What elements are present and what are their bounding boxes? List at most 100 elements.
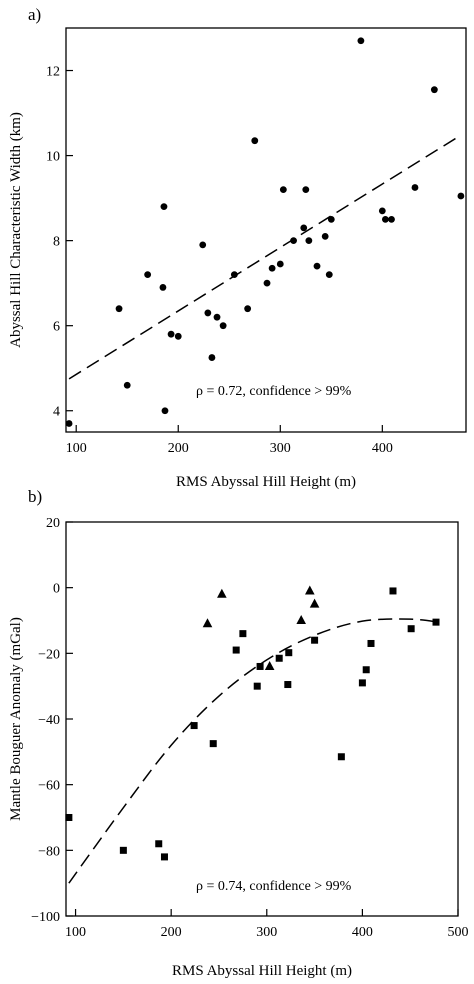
panel-a-point-circle: [430, 86, 438, 94]
panel-b-point-triangle: [264, 660, 275, 670]
panel-b-ytick-label: 0: [53, 582, 60, 597]
panel-a-point-circle: [174, 332, 182, 340]
panel-b-point-square: [256, 662, 264, 670]
panel-b-point-square: [389, 587, 397, 595]
panel-a-point-circle: [321, 232, 329, 240]
panel-b-point-square: [311, 636, 319, 644]
panel-b-point-square: [362, 666, 370, 674]
panel-a-point-circle: [65, 420, 73, 427]
panel-a-label: a): [28, 5, 41, 24]
panel-a-point-circle: [213, 313, 221, 321]
panel-b-point-square: [155, 840, 163, 848]
panel-a-point-circle: [327, 215, 335, 223]
panel-b-xtick-label: 200: [161, 925, 182, 940]
panel-b-point-triangle: [296, 615, 306, 624]
panel-b-point-square: [65, 814, 73, 821]
panel-b-y-axis: −100 −80 −60 −40 −20 0 20: [31, 516, 73, 925]
panel-a-xtick-label: 400: [372, 441, 393, 456]
panel-b-point-square: [119, 846, 127, 854]
panel-a-point-circle: [305, 237, 313, 245]
panel-b-xtick-label: 300: [256, 925, 277, 940]
panel-b-point-square: [337, 753, 345, 761]
panel-a-point-circle: [230, 271, 238, 279]
panel-b-x-axis: 100 200 300 400 500: [65, 909, 469, 940]
panel-b-ytick-label: −100: [31, 910, 60, 925]
panel-b-ytick-label: −60: [38, 779, 60, 794]
panel-a-ytick-label: 8: [53, 235, 60, 250]
panel-b-point-square: [232, 646, 240, 654]
panel-b-ytick-label: −40: [38, 713, 60, 728]
panel-b-point-square: [407, 625, 415, 633]
panel-b-points: [65, 585, 440, 861]
panel-a-point-circle: [123, 381, 131, 389]
panel-a-ytick-label: 4: [53, 405, 60, 420]
panel-a-point-circle: [115, 305, 123, 313]
panel-a-point-circle: [411, 184, 419, 191]
panel-a-point-circle: [388, 215, 395, 223]
panel-a-ytick-label: 12: [46, 65, 60, 80]
panel-b-point-triangle: [217, 588, 227, 598]
panel-a-annotation: ρ = 0.72, confidence > 99%: [196, 384, 352, 399]
panel-a-point-circle: [263, 279, 271, 287]
panel-a-point-circle: [251, 137, 259, 145]
panel-b-fit-curve: [68, 618, 439, 884]
panel-b-point-square: [358, 679, 366, 687]
panel-b-xlabel: RMS Abyssal Hill Height (m): [172, 963, 352, 979]
panel-b-annotation: ρ = 0.74, confidence > 99%: [196, 879, 352, 894]
panel-b-ytick-label: −20: [38, 647, 60, 662]
panel-a-point-circle: [244, 305, 252, 313]
panel-b-point-square: [253, 682, 261, 690]
panel-a-point-circle: [204, 309, 212, 317]
panel-b-label: b): [28, 487, 42, 506]
panel-b-frame: [65, 521, 459, 917]
panel-a-ytick-label: 10: [46, 150, 60, 165]
panel-a-point-circle: [167, 330, 175, 338]
panel-a-point-circle: [219, 322, 227, 330]
panel-a-ylabel: Abyssal Hill Characteristic Width (km): [8, 112, 24, 348]
panel-a-point-circle: [302, 186, 310, 194]
panel-a-xtick-label: 200: [168, 441, 189, 456]
panel-a-point-circle: [300, 224, 308, 232]
panel-a-point-circle: [208, 354, 216, 361]
panel-b-point-square: [275, 654, 283, 662]
panel-a-point-circle: [276, 260, 284, 268]
panel-a-point-circle: [457, 192, 465, 200]
panel-b: b) −100 −80 −60 −40 −20 0 20 100 200 300 400 500 ρ…: [8, 487, 469, 979]
panel-b-point-square: [284, 681, 292, 689]
panel-b-ylabel: Mantle Bouguer Anomaly (mGal): [8, 617, 24, 821]
panel-a-point-circle: [378, 207, 386, 215]
panel-a-frame: [65, 27, 467, 433]
panel-a-point-circle: [199, 241, 207, 249]
panel-a-y-axis: 4 6 8 10 12: [46, 65, 73, 420]
panel-a-point-circle: [160, 203, 168, 211]
panel-b-point-square: [285, 649, 293, 657]
panel-a-xtick-label: 300: [270, 441, 291, 456]
panel-b-ytick-label: −80: [38, 844, 60, 859]
panel-a-xlabel: RMS Abyssal Hill Height (m): [176, 474, 356, 490]
panel-b-point-square: [160, 853, 168, 861]
panel-a-point-circle: [381, 215, 389, 223]
panel-a-point-circle: [268, 264, 276, 272]
panel-a-point-circle: [290, 237, 297, 245]
panel-b-xtick-label: 500: [448, 925, 469, 940]
panel-a-xtick-label: 100: [66, 441, 87, 456]
panel-b-point-triangle: [309, 598, 320, 608]
panel-b-point-triangle: [202, 618, 213, 628]
panel-b-xtick-label: 400: [352, 925, 373, 940]
panel-a-point-circle: [357, 37, 365, 45]
panel-b-point-square: [190, 722, 198, 730]
panel-a-regression-line: [68, 135, 460, 380]
panel-b-point-square: [239, 630, 247, 638]
panel-b-xtick-label: 100: [65, 925, 86, 940]
panel-b-point-square: [367, 639, 375, 647]
panel-a-point-circle: [144, 271, 152, 279]
panel-b-point-triangle: [305, 585, 315, 595]
panel-a-point-circle: [159, 284, 167, 291]
panel-b-point-square: [209, 740, 217, 748]
panel-a-point-circle: [279, 186, 287, 194]
panel-a-point-circle: [325, 271, 333, 279]
panel-a-points: [65, 37, 465, 427]
panel-a-ytick-label: 6: [53, 320, 60, 335]
